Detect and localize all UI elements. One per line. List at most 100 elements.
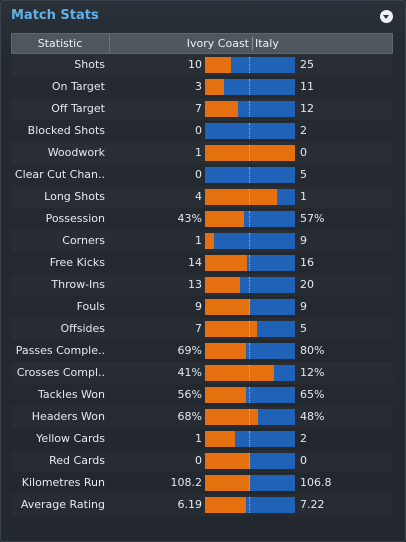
away-value: 48% [300,410,325,423]
comparison-bar [205,497,295,513]
stat-label: Tackles Won [37,388,105,401]
stat-row[interactable]: Average Rating 6.19 7.22 [11,494,393,516]
home-share-fill [205,299,250,315]
home-value: 7 [195,322,202,335]
away-value: 80% [300,344,325,357]
header-away-team[interactable]: Italy [255,37,279,50]
away-value: 7.22 [300,498,325,511]
chevron-down-icon[interactable] [380,10,393,23]
comparison-bar [205,189,295,205]
stat-row[interactable]: Off Target 7 12 [11,98,393,120]
stat-row[interactable]: Fouls 9 9 [11,296,393,318]
header-home-team[interactable]: Ivory Coast [186,37,249,50]
midpoint-marker [249,431,250,447]
midpoint-marker [249,57,250,73]
comparison-bar [205,145,295,161]
away-value: 25 [300,58,314,71]
away-value: 2 [300,432,307,445]
midpoint-marker [249,299,250,315]
home-share-fill [205,453,250,469]
stat-label: Fouls [76,300,105,313]
stat-label: Shots [74,58,105,71]
comparison-bar [205,101,295,117]
stat-row[interactable]: Free Kicks 14 16 [11,252,393,274]
away-value: 0 [300,146,307,159]
stat-row[interactable]: Crosses Compl.. 41% 12% [11,362,393,384]
stat-label: Red Cards [49,454,105,467]
home-share-fill [205,145,295,161]
stat-label: Headers Won [31,410,105,423]
away-value: 12% [300,366,325,379]
midpoint-marker [249,145,250,161]
midpoint-marker [249,123,250,139]
header-divider [109,34,110,53]
midpoint-marker [249,497,250,513]
away-value: 5 [300,168,307,181]
home-value: 10 [188,58,202,71]
home-share-fill [205,475,250,491]
away-value: 1 [300,190,307,203]
comparison-bar [205,453,295,469]
home-value: 7 [195,102,202,115]
stat-row[interactable]: Shots 10 25 [11,54,393,76]
stat-row[interactable]: Yellow Cards 1 2 [11,428,393,450]
comparison-bar [205,475,295,491]
stat-row[interactable]: Kilometres Run 108.2 106.8 [11,472,393,494]
midpoint-marker [249,409,250,425]
stat-row[interactable]: On Target 3 11 [11,76,393,98]
comparison-bar [205,255,295,271]
home-share-fill [205,431,235,447]
stat-label: Yellow Cards [36,432,105,445]
stat-row[interactable]: Clear Cut Chan.. 0 5 [11,164,393,186]
header-statistic[interactable]: Statistic [37,37,83,50]
comparison-bar [205,277,295,293]
stat-label: On Target [51,80,105,93]
stat-row[interactable]: Headers Won 68% 48% [11,406,393,428]
home-value: 0 [195,168,202,181]
home-value: 41% [177,366,202,379]
comparison-bar [205,211,295,227]
stat-row[interactable]: Possession 43% 57% [11,208,393,230]
stat-row[interactable]: Passes Comple.. 69% 80% [11,340,393,362]
comparison-bar [205,167,295,183]
home-share-fill [205,57,232,73]
home-share-fill [205,233,214,249]
stat-label: Blocked Shots [27,124,105,137]
home-share-fill [205,497,247,513]
midpoint-marker [249,321,250,337]
home-value: 0 [195,124,202,137]
away-value: 65% [300,388,325,401]
home-value: 1 [195,146,202,159]
header-team-divider [252,37,253,50]
comparison-bar [205,123,295,139]
home-value: 3 [195,80,202,93]
stat-label: Clear Cut Chan.. [14,168,105,181]
home-value: 9 [195,300,202,313]
away-value: 5 [300,322,307,335]
stat-label: Free Kicks [49,256,105,269]
away-value: 16 [300,256,314,269]
stat-row[interactable]: Red Cards 0 0 [11,450,393,472]
stat-label: Passes Comple.. [15,344,105,357]
table-header: Statistic Ivory Coast Italy [11,33,393,54]
home-share-fill [205,343,247,359]
stat-row[interactable]: Woodwork 1 0 [11,142,393,164]
stat-row[interactable]: Throw-Ins 13 20 [11,274,393,296]
home-share-fill [205,79,224,95]
comparison-bar [205,299,295,315]
home-share-fill [205,189,277,205]
stat-row[interactable]: Blocked Shots 0 2 [11,120,393,142]
comparison-bar [205,387,295,403]
comparison-bar [205,343,295,359]
stat-row[interactable]: Tackles Won 56% 65% [11,384,393,406]
stat-row[interactable]: Corners 1 9 [11,230,393,252]
panel-title: Match Stats [11,8,99,23]
stat-label: Corners [62,234,105,247]
stat-row[interactable]: Offsides 7 5 [11,318,393,340]
midpoint-marker [249,167,250,183]
stat-row[interactable]: Long Shots 4 1 [11,186,393,208]
midpoint-marker [249,255,250,271]
home-value: 108.2 [170,476,203,489]
stat-label: Kilometres Run [21,476,105,489]
